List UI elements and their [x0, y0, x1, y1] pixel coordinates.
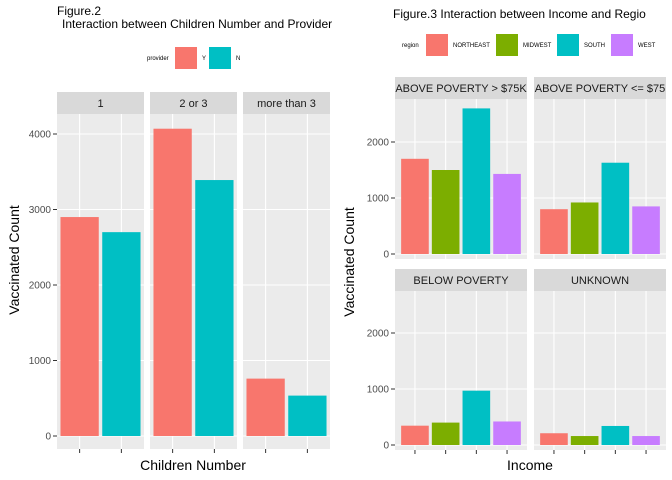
- y-tick-label: 0: [383, 441, 389, 452]
- legend-swatch: [557, 34, 579, 56]
- figure-3-y-axis-label: Vaccinated Count: [341, 207, 357, 317]
- legend-label: NORTHEAST: [453, 43, 490, 49]
- bar-unknown-northeast: [540, 433, 568, 445]
- facet-strip: [150, 92, 237, 114]
- figure-3-y-axis: 0 1000 2000: [367, 138, 395, 261]
- figure-3-panel-below-poverty: BELOW POVERTY 0 1000 2000: [367, 269, 527, 454]
- figure-2: Figure.2 Interaction between Children Nu…: [6, 4, 332, 473]
- bar-above-poverty-75k-south: [462, 108, 491, 255]
- legend-swatch: [209, 47, 231, 69]
- figure-2-panel-1: 1: [57, 92, 144, 453]
- y-tick-label: 1000: [29, 356, 52, 367]
- legend-swatch: [611, 34, 633, 56]
- y-tick-label: 0: [383, 250, 389, 261]
- figure-3-x-axis-label: Income: [507, 457, 553, 473]
- figure-3: Figure.3 Interaction between Income and …: [341, 7, 666, 473]
- bar-below-poverty-midwest: [431, 422, 460, 445]
- figure-2-panel-2-or-3: 2 or 3: [150, 92, 237, 453]
- figure-2-x-axis-label: Children Number: [140, 457, 246, 473]
- figure-3-legend-title: region: [402, 43, 419, 49]
- facet-strip-label: ABOVE POVERTY <= $75: [535, 83, 665, 95]
- figure-2-title: Figure.2: [57, 4, 101, 18]
- figure-2-legend: provider Y N: [147, 47, 240, 69]
- legend-item-n: N: [209, 47, 240, 69]
- figure-3-panel-above-poverty-75: ABOVE POVERTY <= $75: [534, 77, 666, 259]
- bar-above-poverty-75-northeast: [540, 209, 568, 254]
- bar-above-poverty-75-west: [632, 206, 660, 254]
- bar-above-poverty-75k-midwest: [431, 170, 460, 254]
- legend-swatch: [426, 34, 448, 56]
- legend-label: N: [236, 56, 240, 62]
- panel-background: [534, 291, 666, 450]
- legend-item-midwest: MIDWEST: [496, 34, 552, 56]
- legend-item-west: WEST: [611, 34, 656, 56]
- figure-2-panel-more-than-3: more than 3: [243, 92, 330, 453]
- figure-3-y-axis: 0 1000 2000: [367, 329, 395, 452]
- bar-above-poverty-75-midwest: [570, 202, 599, 254]
- bar-above-poverty-75-south: [601, 162, 630, 254]
- legend-label: Y: [202, 56, 206, 62]
- legend-item-northeast: NORTHEAST: [426, 34, 490, 56]
- figure-2-y-axis: 0 1000 2000 3000 4000: [29, 130, 57, 443]
- facet-strip: [395, 269, 527, 291]
- bar-below-poverty-northeast: [401, 425, 429, 445]
- figure-3-title: Figure.3 Interaction between Income and …: [393, 7, 646, 21]
- bar-1-n: [102, 232, 141, 436]
- bar-1-y: [60, 217, 99, 436]
- y-tick-label: 2000: [367, 329, 390, 340]
- facet-strip: [534, 77, 666, 99]
- bar-below-poverty-south: [462, 390, 491, 445]
- facet-strip: [57, 92, 144, 114]
- bar-above-poverty-75k-northeast: [401, 158, 429, 254]
- y-tick-label: 2000: [29, 281, 52, 292]
- legend-swatch: [496, 34, 518, 56]
- facet-strip: [534, 269, 666, 291]
- legend-label: WEST: [638, 43, 656, 49]
- figure-2-subtitle: Interaction between Children Number and …: [62, 17, 332, 31]
- bar-unknown-west: [632, 436, 660, 445]
- legend-label: SOUTH: [584, 43, 605, 49]
- facet-strip-label: UNKNOWN: [571, 275, 629, 287]
- facet-strip: [395, 77, 527, 99]
- y-tick-label: 4000: [29, 130, 52, 141]
- y-tick-label: 3000: [29, 205, 52, 216]
- bar-unknown-south: [601, 425, 630, 445]
- bar-below-poverty-west: [493, 421, 521, 445]
- legend-item-south: SOUTH: [557, 34, 605, 56]
- facet-strip-label: ABOVE POVERTY > $75K: [395, 83, 527, 95]
- facet-strip-label: BELOW POVERTY: [413, 275, 509, 287]
- y-tick-label: 0: [45, 432, 51, 443]
- y-tick-label: 1000: [367, 385, 390, 396]
- figure-3-panel-above-poverty-75k: ABOVE POVERTY > $75K 0 1000 2000: [367, 77, 527, 261]
- bar-unknown-midwest: [570, 436, 599, 445]
- bar-2-or-3-n: [195, 180, 234, 436]
- figure-3-legend: region NORTHEAST MIDWEST SOUTH WEST: [402, 34, 656, 56]
- legend-item-y: Y: [175, 47, 206, 69]
- bar-more-than-3-y: [246, 378, 285, 436]
- legend-label: MIDWEST: [523, 43, 552, 49]
- facet-strip: [243, 92, 330, 114]
- facet-strip-label: 2 or 3: [179, 98, 207, 110]
- figure-3-panel-unknown: UNKNOWN: [534, 269, 666, 454]
- facet-strip-label: 1: [97, 98, 103, 110]
- y-tick-label: 1000: [367, 194, 390, 205]
- figure-2-y-axis-label: Vaccinated Count: [6, 205, 22, 315]
- bar-2-or-3-y: [153, 128, 192, 436]
- bar-above-poverty-75k-west: [493, 173, 521, 254]
- y-tick-label: 2000: [367, 138, 390, 149]
- figure-2-legend-title: provider: [147, 56, 169, 62]
- legend-swatch: [175, 47, 197, 69]
- bar-more-than-3-n: [288, 395, 327, 436]
- facet-strip-label: more than 3: [257, 98, 316, 110]
